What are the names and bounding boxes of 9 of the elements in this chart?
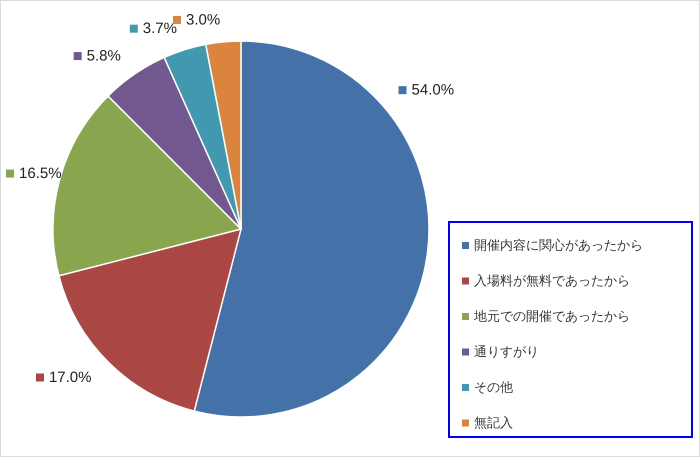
data-label: 54.0% [412,82,454,99]
legend-label: 通りすがり [474,344,539,359]
data-label: 17.0% [48,368,92,386]
legend-label: 無記入 [474,415,513,430]
data-label: 5.8% [86,48,121,65]
legend-label: その他 [474,380,513,394]
data-label: 16.5% [19,165,62,182]
data-label: 3.0% [186,11,220,28]
data-label: 3.7% [142,20,177,38]
